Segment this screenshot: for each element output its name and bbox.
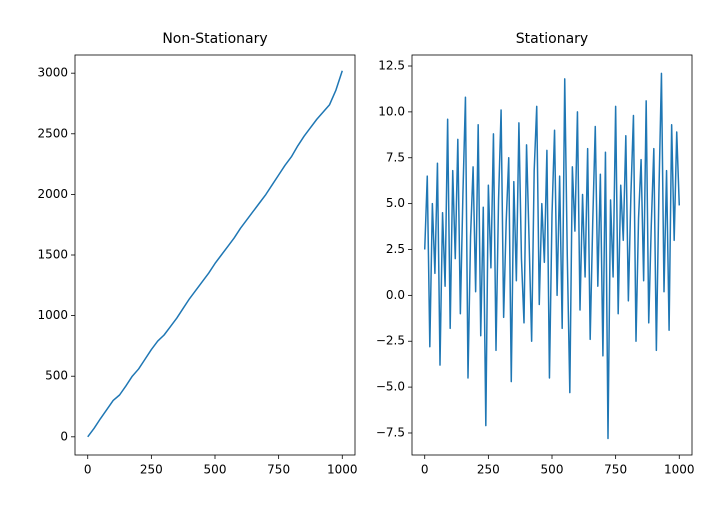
y-tick-label: 7.5 bbox=[386, 150, 405, 164]
x-tick-label: 1000 bbox=[327, 463, 358, 477]
x-tick-label: 750 bbox=[267, 463, 290, 477]
x-tick-label: 250 bbox=[477, 463, 500, 477]
x-tick-label: 750 bbox=[604, 463, 627, 477]
y-tick-label: −5.0 bbox=[376, 380, 405, 394]
x-tick-label: 1000 bbox=[664, 463, 695, 477]
axes-frame bbox=[74, 54, 356, 456]
y-tick-label: 0 bbox=[60, 429, 68, 443]
y-tick-label: 500 bbox=[45, 369, 68, 383]
x-tick-label: 250 bbox=[140, 463, 163, 477]
y-tick-label: 2500 bbox=[37, 126, 68, 140]
y-tick-label: 0.0 bbox=[386, 288, 405, 302]
y-tick-label: 2000 bbox=[37, 187, 68, 201]
chart-title: Stationary bbox=[516, 31, 588, 47]
y-tick-label: 1500 bbox=[37, 248, 68, 262]
data-line bbox=[87, 70, 343, 438]
x-tick-label: 0 bbox=[84, 463, 92, 477]
chart-title: Non-Stationary bbox=[162, 31, 267, 47]
data-line bbox=[423, 72, 681, 440]
y-tick-label: 5.0 bbox=[386, 196, 405, 210]
y-tick-label: −2.5 bbox=[376, 334, 405, 348]
y-tick-label: −7.5 bbox=[376, 425, 405, 439]
y-tick-label: 10.0 bbox=[378, 104, 405, 118]
y-tick-label: 3000 bbox=[37, 66, 68, 80]
y-tick-label: 12.5 bbox=[378, 59, 405, 73]
x-tick-label: 500 bbox=[204, 463, 227, 477]
x-tick-label: 0 bbox=[421, 463, 429, 477]
x-tick-label: 500 bbox=[541, 463, 564, 477]
y-tick-label: 2.5 bbox=[386, 242, 405, 256]
y-tick-label: 1000 bbox=[37, 308, 68, 322]
